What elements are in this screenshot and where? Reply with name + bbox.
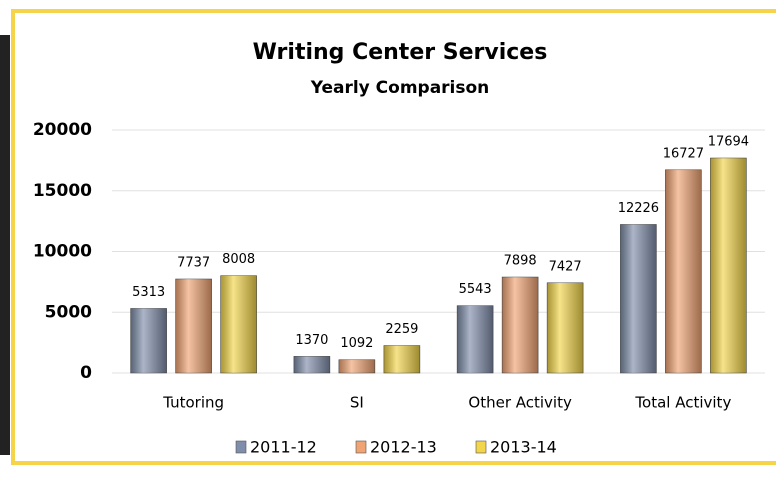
value-label: 7427 (549, 259, 582, 274)
value-label: 5543 (459, 282, 492, 297)
bar-shade (130, 308, 167, 373)
legend-swatch (235, 440, 247, 454)
y-tick-label: 20000 (33, 120, 92, 140)
value-label: 8008 (222, 252, 255, 267)
bar-shade (383, 345, 420, 373)
bar-shade (665, 169, 702, 373)
x-tick-label: SI (350, 394, 364, 412)
value-label: 16727 (663, 146, 704, 161)
value-label: 7737 (177, 255, 210, 270)
legend-label: 2013-14 (490, 438, 557, 457)
bar-shade (502, 277, 539, 373)
value-label: 17694 (708, 135, 749, 150)
x-tick-label: Tutoring (162, 394, 224, 412)
y-tick-label: 10000 (33, 242, 92, 262)
chart-subtitle: Yearly Comparison (310, 78, 490, 98)
y-tick-label: 15000 (33, 181, 92, 201)
x-tick-label: Total Activity (634, 394, 731, 412)
bar-shade (220, 275, 257, 373)
value-label: 12226 (618, 201, 659, 216)
edge (0, 35, 10, 455)
bar-shade (293, 356, 330, 373)
bar-shade (547, 282, 584, 373)
bar-shade (620, 224, 657, 373)
x-tick-label: Other Activity (468, 394, 572, 412)
bar-shade (338, 359, 375, 373)
value-label: 1370 (295, 333, 328, 348)
bar-shade (175, 278, 212, 373)
legend-swatch (355, 440, 367, 454)
value-label: 2259 (385, 322, 418, 337)
y-tick-label: 5000 (45, 302, 92, 322)
value-label: 7898 (504, 254, 537, 269)
value-label: 1092 (340, 336, 373, 351)
legend-label: 2012-13 (370, 438, 437, 457)
legend-swatch (475, 440, 487, 454)
bar-shade (710, 158, 747, 373)
chart-title: Writing Center Services (253, 40, 548, 65)
bar-shade (457, 305, 494, 373)
value-label: 5313 (132, 285, 165, 300)
y-tick-label: 0 (80, 363, 92, 383)
legend-label: 2011-12 (250, 438, 317, 457)
